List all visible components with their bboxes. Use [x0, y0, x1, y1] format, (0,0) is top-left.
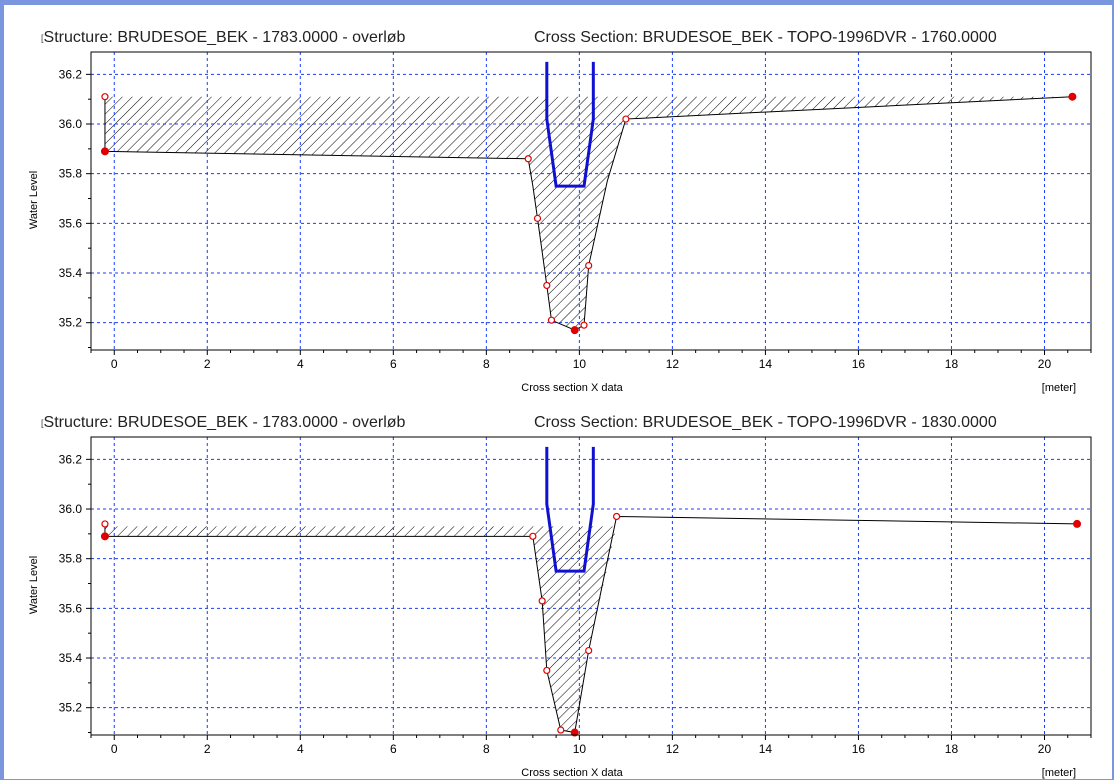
section-point [580, 321, 588, 329]
section-point [533, 214, 542, 222]
y-tick-label: 35.2 [59, 316, 83, 330]
plot-frame [90, 436, 1092, 736]
structure-title: Structure: BRUDESOE_BEK - 1783.0000 - ov… [43, 29, 406, 46]
y-tick-label: 35.2 [59, 701, 83, 715]
cross-section-title: Cross Section: BRUDESOE_BEK - TOPO-1996D… [534, 414, 997, 431]
cross-section-plot-2[interactable]: 0 2 4 6 8 10 12 14 16 18 20 35.2 35.4 35.6 35.8 36.0 36.… [4, 392, 1112, 780]
section-point [557, 726, 565, 734]
x-tick-label: 6 [390, 357, 397, 371]
section-point [101, 93, 109, 101]
x-tick-label: 10 [573, 357, 587, 371]
chart-title-2: [Structure: BRUDESOE_BEK - 1783.0000 - o… [41, 412, 1108, 434]
section-point [585, 261, 593, 270]
section-point-marker [100, 147, 109, 156]
x-tick-label: 0 [111, 357, 118, 371]
wetted-area-hatch [104, 96, 1073, 331]
y-tick-label: 36.2 [59, 452, 83, 466]
x-tick-label: 6 [390, 742, 397, 756]
structure-outline [545, 446, 595, 573]
x-tick-label: 8 [483, 357, 490, 371]
x-axis-unit: [meter] [1042, 382, 1076, 394]
section-point [101, 520, 109, 528]
section-point [529, 532, 537, 540]
x-tick-label: 18 [945, 357, 959, 371]
section-point-marker [570, 728, 579, 737]
y-tick-label: 36.0 [59, 502, 83, 516]
section-point [543, 281, 551, 290]
x-tick-label: 14 [759, 742, 773, 756]
y-tick-label: 35.8 [59, 552, 83, 566]
x-tick-label: 4 [297, 357, 304, 371]
structure-title: Structure: BRUDESOE_BEK - 1783.0000 - ov… [43, 414, 406, 431]
chart-title-1: [Structure: BRUDESOE_BEK - 1783.0000 - o… [41, 27, 1108, 49]
section-point [547, 316, 556, 324]
y-axis-label: Water Level [28, 556, 40, 614]
y-tick-label: 35.8 [59, 167, 83, 181]
y-axis-label: Water Level [28, 171, 40, 229]
x-tick-label: 2 [204, 742, 211, 756]
section-point [524, 155, 532, 163]
x-tick-label: 16 [852, 742, 866, 756]
structure-outline [545, 61, 595, 188]
y-tick-label: 36.2 [59, 67, 83, 81]
title-marker: [ [41, 33, 44, 43]
x-tick-label: 12 [666, 357, 680, 371]
x-tick-label: 12 [666, 742, 680, 756]
section-point-marker [570, 326, 579, 335]
cross-section-line [104, 515, 1078, 734]
x-axis-unit: [meter] [1042, 767, 1076, 779]
chart-panel-2: [Structure: BRUDESOE_BEK - 1783.0000 - o… [4, 392, 1112, 780]
section-point-marker [100, 532, 109, 541]
x-tick-label: 8 [483, 742, 490, 756]
chart-panel-1: [Structure: BRUDESOE_BEK - 1783.0000 - o… [4, 7, 1112, 395]
section-point [585, 646, 593, 655]
y-tick-label: 35.6 [59, 216, 83, 230]
plot-frame [90, 51, 1092, 351]
section-point [612, 512, 621, 521]
x-tick-label: 16 [852, 357, 866, 371]
wetted-area-hatch [104, 526, 1078, 733]
x-tick-label: 2 [204, 357, 211, 371]
section-point [622, 115, 630, 123]
y-tick-label: 35.4 [59, 266, 83, 280]
section-point [543, 666, 551, 675]
title-marker: [ [41, 418, 44, 428]
y-tick-label: 35.6 [59, 601, 83, 615]
x-tick-label: 0 [111, 742, 118, 756]
x-axis-label: Cross section X data [521, 382, 623, 394]
cross-section-title: Cross Section: BRUDESOE_BEK - TOPO-1996D… [534, 29, 997, 46]
cross-section-plot-1[interactable]: 0 2 4 6 8 10 12 14 16 18 20 35.2 35.4 35.6 35.8 36.0 36.… [4, 7, 1112, 395]
section-point [538, 597, 546, 605]
section-point-marker [1073, 519, 1082, 528]
x-tick-label: 18 [945, 742, 959, 756]
x-tick-label: 10 [573, 742, 587, 756]
y-tick-label: 35.4 [59, 651, 83, 665]
section-point-marker [1068, 92, 1077, 101]
x-tick-label: 20 [1038, 357, 1052, 371]
x-tick-label: 14 [759, 357, 773, 371]
x-tick-label: 4 [297, 742, 304, 756]
x-tick-label: 20 [1038, 742, 1052, 756]
y-tick-label: 36.0 [59, 117, 83, 131]
x-axis-label: Cross section X data [521, 767, 623, 779]
